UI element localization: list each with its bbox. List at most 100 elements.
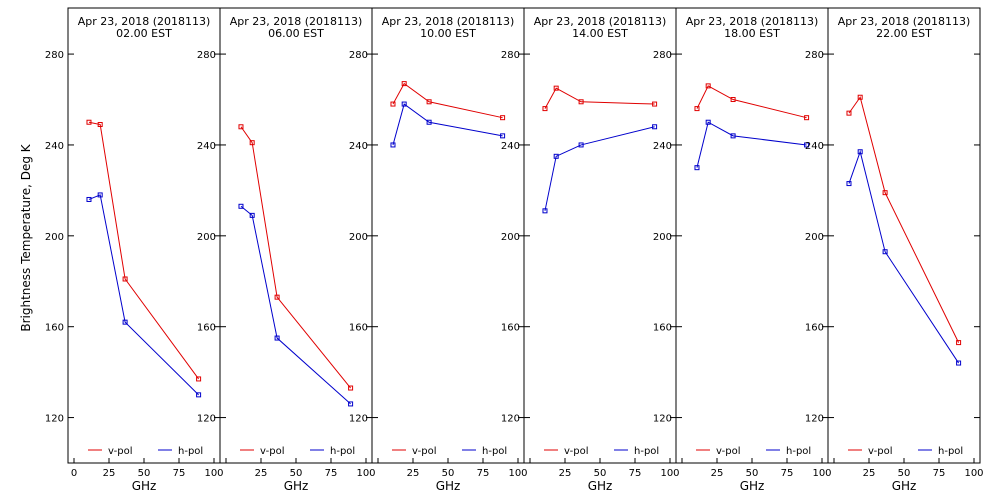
data-point-h-pol [578,142,584,148]
x-tick-label: 75 [477,468,490,479]
data-point-v-pol [956,340,962,346]
panel-6: Apr 23, 2018 (2018113)22.00 EST 120 160 200… [805,7,984,493]
data-point-h-pol [804,142,810,148]
data-point-v-pol [652,101,658,107]
data-point-v-pol [500,115,506,121]
y-tick-label: 160 [349,323,368,334]
panel-title-date: Apr 23, 2018 (2018113) [686,15,819,28]
x-tick-label: 25 [103,468,116,479]
data-point-v-pol [578,99,584,105]
data-point-v-pol [249,140,255,146]
data-point-v-pol [857,94,863,100]
series-line-v-pol [392,82,503,119]
y-tick-label: 240 [45,141,64,152]
data-point-v-pol [553,85,559,91]
y-tick-label: 280 [653,50,672,61]
x-tick-label: 25 [407,468,420,479]
data-point-v-pol [196,376,202,382]
legend-label-h-pol: h-pol [330,446,355,457]
y-tick-label: 280 [45,50,64,61]
y-tick-label: 120 [805,414,824,425]
panel-4: Apr 23, 2018 (2018113)14.00 EST 120 160 200… [501,7,680,493]
x-tick-label: 100 [812,468,831,479]
data-point-h-pol [652,124,658,130]
series-line-h-pol [696,121,807,168]
data-point-h-pol [86,196,92,202]
legend-label-h-pol: h-pol [786,446,811,457]
data-point-h-pol [274,335,280,341]
series-line-v-pol [240,126,351,389]
y-tick-label: 200 [501,232,520,243]
legend-label-h-pol: h-pol [634,446,659,457]
y-tick-label: 120 [197,414,216,425]
series-line-h-pol [392,103,503,146]
x-tick-label: 50 [290,468,303,479]
y-tick-label: 200 [197,232,216,243]
y-tick-label: 240 [653,141,672,152]
panel-title-date: Apr 23, 2018 (2018113) [838,15,971,28]
data-point-v-pol [348,385,354,391]
data-point-h-pol [846,181,852,187]
series-line-h-pol [240,205,351,405]
data-point-h-pol [882,249,888,255]
y-tick-label: 160 [653,323,672,334]
x-tick-label: 75 [325,468,338,479]
legend-label-h-pol: h-pol [178,446,203,457]
series-line-h-pol [88,194,199,396]
data-point-h-pol [238,203,244,209]
data-point-v-pol [542,106,548,112]
x-tick-label: 100 [204,468,223,479]
y-tick-label: 280 [805,50,824,61]
legend-label-v-pol: v-pol [108,446,133,457]
y-tick-label: 200 [349,232,368,243]
data-point-h-pol [705,119,711,125]
series-line-h-pol [848,150,960,364]
y-tick-label: 160 [501,323,520,334]
x-axis-label: GHz [892,479,917,493]
panel-title-time: 22.00 EST [876,27,932,40]
panel-title-time: 14.00 EST [572,27,628,40]
data-point-h-pol [730,133,736,139]
data-point-h-pol [857,149,863,155]
y-tick-label: 160 [805,323,824,334]
legend-label-h-pol: h-pol [482,446,507,457]
x-tick-label: 100 [356,468,375,479]
series-line-h-pol [544,126,655,211]
data-point-h-pol [542,208,548,214]
data-point-v-pol [882,190,888,196]
data-point-v-pol [401,81,407,87]
data-point-v-pol [804,115,810,121]
series-line-v-pol [88,121,200,380]
x-tick-label: 75 [173,468,186,479]
panels-group: Apr 23, 2018 (2018113)02.00 EST120160200… [45,7,984,493]
x-tick-label: 25 [863,468,876,479]
legend-label-v-pol: v-pol [260,446,285,457]
series-line-v-pol [544,87,655,109]
y-tick-label: 200 [805,232,824,243]
legend-label-v-pol: v-pol [412,446,437,457]
x-tick-label: 100 [964,468,983,479]
data-point-h-pol [426,119,432,125]
data-point-h-pol [196,392,202,398]
y-tick-label: 280 [197,50,216,61]
x-axis-label: GHz [284,479,309,493]
data-point-h-pol [500,133,506,139]
panel-title-time: 06.00 EST [268,27,324,40]
y-tick-label: 160 [45,323,64,334]
data-point-h-pol [348,401,354,407]
data-point-h-pol [97,192,103,198]
data-point-v-pol [390,101,396,107]
panel-title-time: 10.00 EST [420,27,476,40]
panel-title-date: Apr 23, 2018 (2018113) [534,15,667,28]
y-tick-label: 120 [653,414,672,425]
legend-label-v-pol: v-pol [868,446,893,457]
data-point-h-pol [401,101,407,107]
x-tick-label: 25 [255,468,268,479]
data-point-h-pol [956,360,962,366]
data-point-v-pol [694,106,700,112]
legend-label-h-pol: h-pol [938,446,963,457]
x-axis-label: GHz [132,479,157,493]
x-tick-label: 25 [711,468,724,479]
panel-title-date: Apr 23, 2018 (2018113) [230,15,363,28]
data-point-v-pol [122,276,128,282]
